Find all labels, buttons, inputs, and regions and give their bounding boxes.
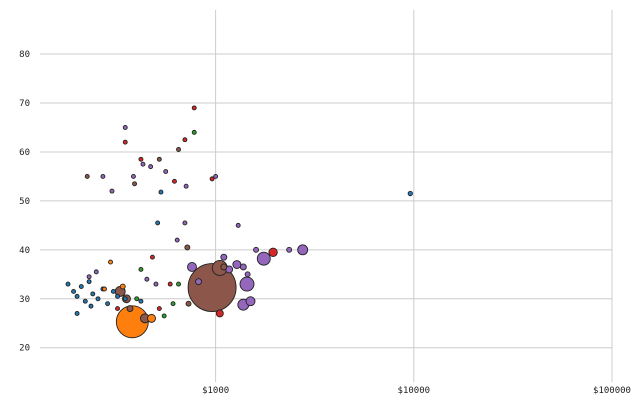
bubble-point[interactable] [156,156,162,162]
bubble-point[interactable] [153,281,159,287]
bubble-point[interactable] [187,263,237,312]
bubble-point[interactable] [167,281,173,287]
bubble-point[interactable] [407,190,413,197]
bubble-point[interactable] [86,279,92,285]
bubble-point[interactable] [122,125,128,130]
bubble-point[interactable] [110,288,116,294]
bubble-point[interactable] [144,276,150,282]
bubble-layer [65,105,413,339]
bubble-point[interactable] [155,220,161,226]
bubble-point[interactable] [256,251,271,266]
y-tick-label: 40 [19,246,30,256]
bubble-point[interactable] [232,260,242,269]
x-tick-label: $1000 [202,386,229,396]
bubble-point[interactable] [184,244,191,251]
bubble-point[interactable] [65,281,71,287]
bubble-point[interactable] [253,246,260,253]
bubble-point[interactable] [172,178,177,184]
bubble-point[interactable] [149,254,155,260]
y-tick-label: 50 [19,197,30,207]
bubble-point[interactable] [74,311,80,316]
bubble-point[interactable] [88,303,94,309]
bubble-point[interactable] [239,263,247,271]
bubble-point[interactable] [84,173,90,179]
bubble-point[interactable] [245,296,256,307]
bubble-point[interactable] [134,296,140,302]
bubble-point[interactable] [86,274,92,280]
x-tick-label: $100000 [593,386,631,396]
bubble-point[interactable] [93,269,99,275]
bubble-point[interactable] [176,147,181,152]
bubble-point[interactable] [244,271,251,278]
bubble-point[interactable] [191,105,197,111]
bubble-point[interactable] [105,301,111,307]
bubble-point[interactable] [78,284,84,290]
bubble-point[interactable] [71,288,77,294]
bubble-point[interactable] [122,139,128,145]
y-tick-label: 60 [19,148,30,158]
bubble-point[interactable] [268,247,278,257]
bubble-point[interactable] [122,296,128,302]
bubble-point[interactable] [297,244,309,256]
bubble-point[interactable] [239,276,255,292]
bubble-point[interactable] [138,156,144,162]
bubble-point[interactable] [148,164,154,170]
bubble-point[interactable] [161,313,167,319]
bubble-point[interactable] [140,161,146,167]
bubble-point[interactable] [90,291,96,297]
bubble-point[interactable] [187,262,197,272]
bubble-point[interactable] [191,129,197,135]
bubble-point[interactable] [176,281,181,287]
bubble-point[interactable] [163,169,169,174]
bubble-point[interactable] [195,278,202,286]
bubble-point[interactable] [126,305,134,313]
y-tick-label: 30 [19,295,30,305]
bubble-point[interactable] [138,298,144,304]
y-tick-label: 80 [19,50,30,60]
bubble-point[interactable] [220,253,228,261]
bubble-point[interactable] [174,237,180,243]
bubble-point[interactable] [220,263,228,271]
bubble-point[interactable] [115,306,120,312]
bubble-point[interactable] [102,286,107,292]
bubble-point[interactable] [95,296,101,302]
bubble-point[interactable] [115,293,120,299]
bubble-point[interactable] [119,283,126,290]
bubble-point[interactable] [138,266,144,272]
bubble-point[interactable] [108,259,113,265]
x-tick-label: $10000 [398,386,431,396]
bubble-point[interactable] [215,309,224,318]
bubble-point[interactable] [156,306,162,312]
bubble-point[interactable] [100,173,106,179]
bubble-point[interactable] [170,301,176,307]
bubble-point[interactable] [286,246,293,253]
bubble-point[interactable] [182,137,188,143]
bubble-point[interactable] [182,220,188,226]
y-tick-label: 70 [19,99,30,109]
bubble-point[interactable] [82,298,88,304]
bubble-point[interactable] [183,183,189,189]
bubble-point[interactable] [109,188,115,194]
tick-labels: 20 30 40 50 60 70 80 $1000 $10000 $100000 [19,50,631,396]
bubble-point[interactable] [158,189,164,195]
bubble-point[interactable] [147,313,156,323]
bubble-point[interactable] [132,181,138,187]
bubble-point[interactable] [209,176,215,182]
bubble-point[interactable] [131,173,136,179]
bubble-point[interactable] [213,173,219,179]
bubble-point[interactable] [235,222,241,228]
bubble-point[interactable] [185,300,192,307]
bubble-point[interactable] [74,293,80,299]
y-tick-label: 20 [19,344,30,354]
